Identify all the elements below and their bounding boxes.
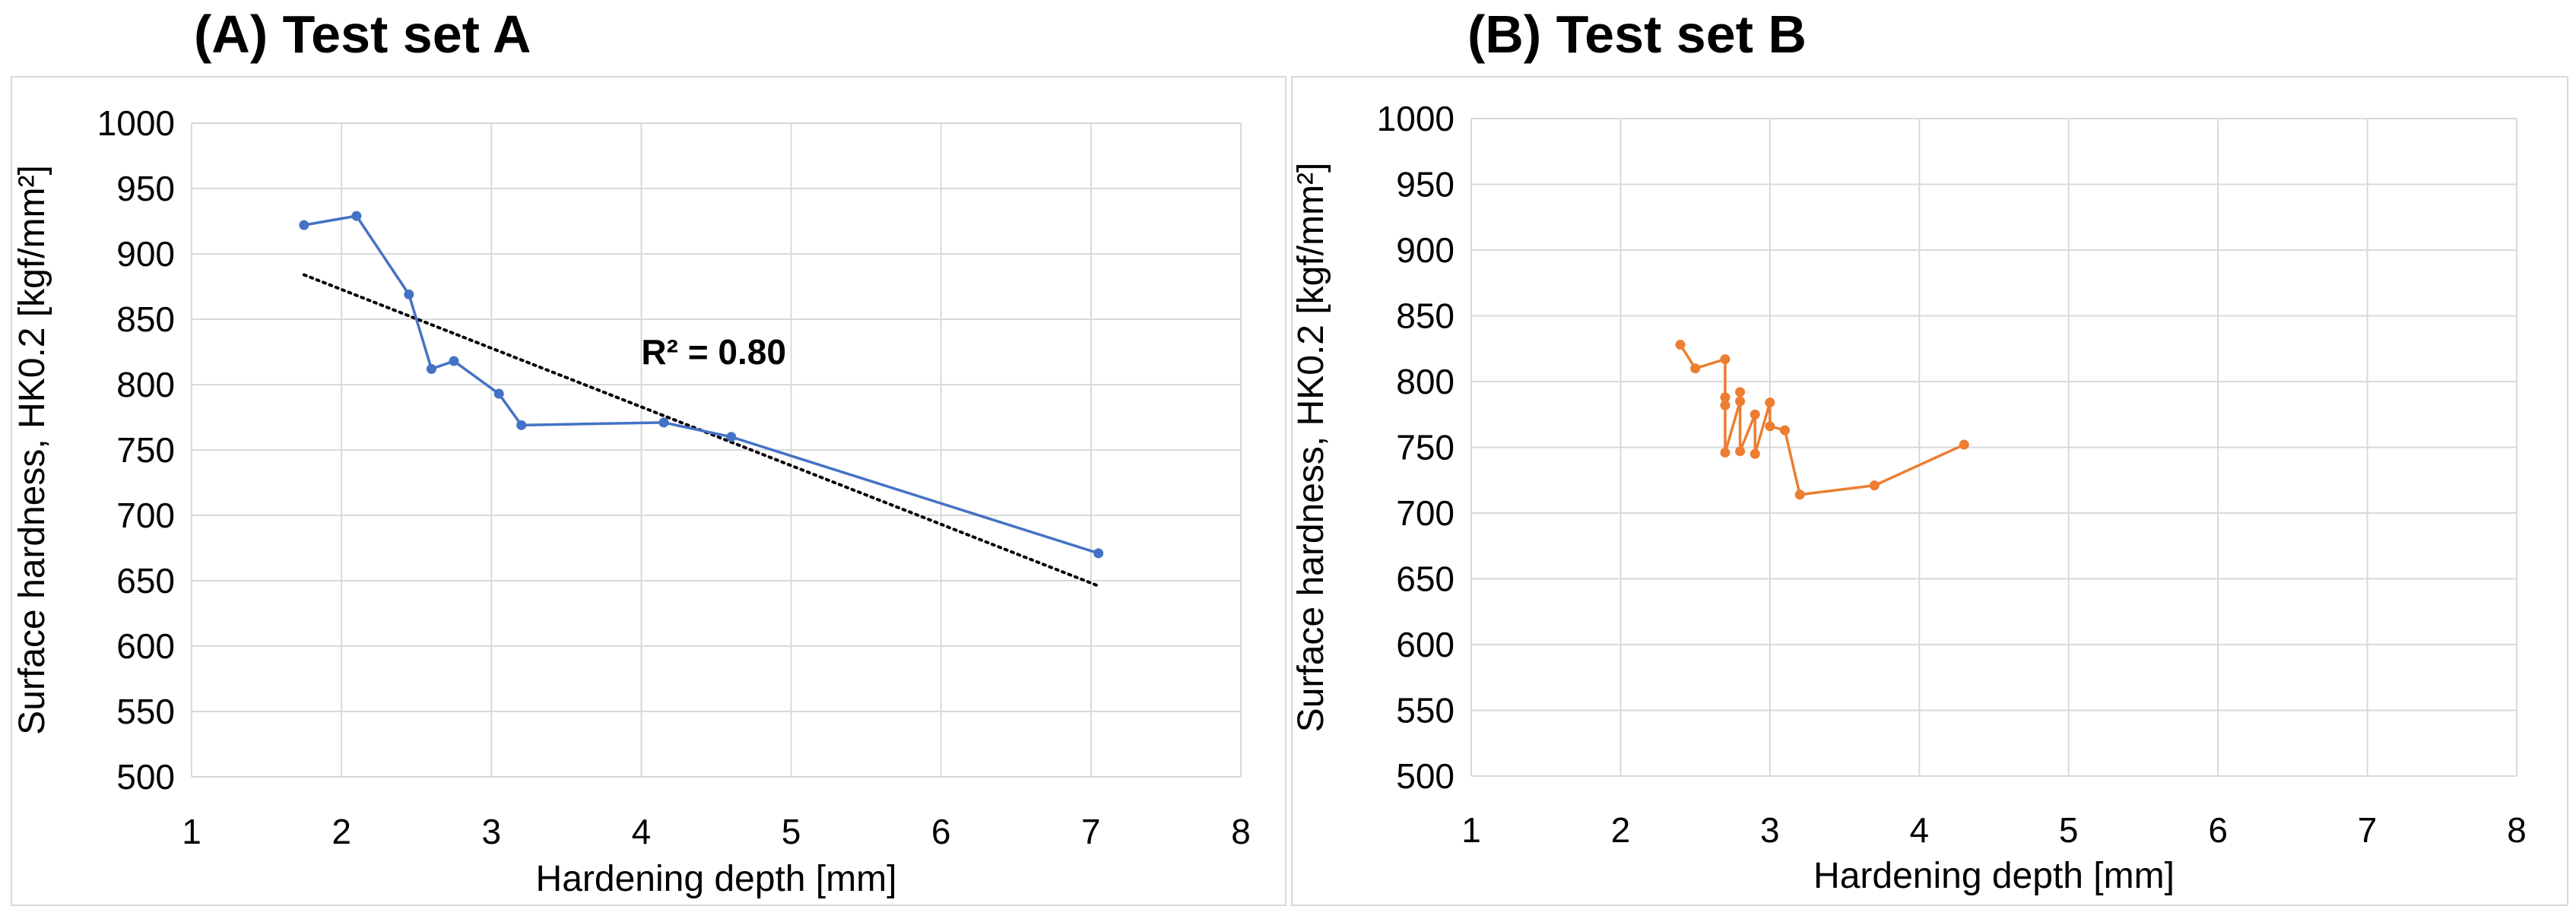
chart-b-data-point <box>1795 490 1805 499</box>
chart-a-data-point <box>404 290 414 299</box>
chart-a-data-point <box>427 364 436 374</box>
chart-b-data-point <box>1690 363 1700 373</box>
chart-b-ytick-label: 750 <box>1396 428 1455 467</box>
chart-b-ytick-label: 850 <box>1396 296 1455 336</box>
chart-b-data-point <box>1720 448 1730 458</box>
chart-b-data-point <box>1720 354 1730 364</box>
chart-b-ytick-label: 900 <box>1396 230 1455 270</box>
chart-b-data-point <box>1735 396 1745 406</box>
chart-b-xtick-label: 8 <box>2507 810 2527 850</box>
chart-b-xtick-label: 1 <box>1461 810 1481 850</box>
chart-b-series-line <box>1680 345 1964 495</box>
chart-a-xaxis-label: Hardening depth [mm] <box>536 859 897 899</box>
chart-a-ytick-label: 750 <box>116 430 175 470</box>
chart-a-data-point <box>659 417 669 427</box>
chart-a-xtick-label: 4 <box>632 812 652 851</box>
chart-b-xtick-label: 6 <box>2208 810 2228 850</box>
chart-a-xtick-label: 5 <box>782 812 801 851</box>
chart-a-xtick-label: 6 <box>931 812 951 851</box>
chart-a-ytick-label: 850 <box>116 299 175 339</box>
chart-a-ytick-label: 650 <box>116 561 175 600</box>
chart-a-data-point <box>516 420 526 430</box>
chart-a-ytick-label: 900 <box>116 234 175 274</box>
chart-b-data-point <box>1780 426 1790 436</box>
charts-canvas: 500 550 600 650 700 750 800 850 900 950 1000 1 2 3 4 5 6… <box>0 0 2576 922</box>
chart-b-xtick-label: 5 <box>2059 810 2079 850</box>
chart-b-data-point <box>1750 449 1760 459</box>
chart-b-data-point <box>1720 401 1730 410</box>
chart-b-ytick-label: 1000 <box>1377 99 1455 138</box>
chart-b-ytick-label: 600 <box>1396 625 1455 664</box>
chart-b-ytick-label: 800 <box>1396 362 1455 401</box>
chart-b-data-point <box>1735 387 1745 397</box>
chart-b-xtick-label: 3 <box>1760 810 1780 850</box>
chart-a-ytick-label: 500 <box>116 757 175 797</box>
chart-a-xtick-label: 7 <box>1081 812 1101 851</box>
chart-b-data-point <box>1735 446 1745 456</box>
chart-b-plot: 500 550 600 650 700 750 800 850 900 950 1000 1 2 3 4 5 6… <box>1291 99 2527 896</box>
chart-b-xtick-label: 4 <box>1909 810 1929 850</box>
chart-a-data-point <box>351 211 361 221</box>
chart-b-ytick-label: 950 <box>1396 165 1455 204</box>
chart-a-xtick-label: 2 <box>332 812 351 851</box>
chart-a-ytick-label: 550 <box>116 692 175 731</box>
chart-a-ytick-label: 1000 <box>97 103 175 143</box>
chart-a-data-point <box>726 432 736 442</box>
chart-a-ytick-label: 700 <box>116 496 175 535</box>
chart-a-data-point <box>299 220 309 230</box>
chart-b-xtick-label: 2 <box>1611 810 1631 850</box>
chart-b-data-point <box>1750 410 1760 420</box>
chart-a-r2-annotation: R² = 0.80 <box>641 332 786 372</box>
chart-b-data-point <box>1765 421 1775 431</box>
chart-b-data-point <box>1765 398 1775 407</box>
chart-a-ytick-label: 800 <box>116 365 175 404</box>
chart-b-ytick-label: 650 <box>1396 559 1455 599</box>
chart-a-xtick-label: 3 <box>481 812 501 851</box>
chart-b-ytick-label: 700 <box>1396 493 1455 533</box>
chart-b-xaxis-label: Hardening depth [mm] <box>1813 856 2175 896</box>
chart-a-yaxis-label: Surface hardness, HK0.2 [kgf/mm²] <box>12 165 52 735</box>
chart-b-ytick-label: 550 <box>1396 691 1455 730</box>
chart-a-ytick-label: 600 <box>116 626 175 666</box>
chart-a-xtick-label: 1 <box>182 812 201 851</box>
chart-b-data-point <box>1676 340 1686 350</box>
chart-a-ytick-label: 950 <box>116 169 175 208</box>
chart-a-data-point <box>494 389 504 399</box>
chart-a-plot: 500 550 600 650 700 750 800 850 900 950 1000 1 2 3 4 5 6… <box>12 103 1251 899</box>
chart-a-xtick-label: 8 <box>1231 812 1251 851</box>
chart-b-data-point <box>1870 480 1880 490</box>
chart-b-data-point <box>1959 440 1969 450</box>
chart-b-ytick-label: 500 <box>1396 756 1455 796</box>
chart-b-yaxis-label: Surface hardness, HK0.2 [kgf/mm²] <box>1291 163 1331 733</box>
chart-a-data-point <box>1093 548 1103 558</box>
chart-b-xtick-label: 7 <box>2358 810 2378 850</box>
chart-a-data-point <box>449 356 459 366</box>
